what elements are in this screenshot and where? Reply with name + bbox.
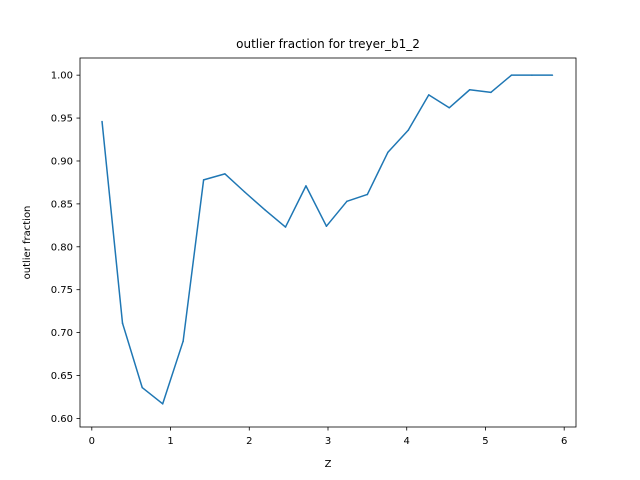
data-point (202, 179, 205, 181)
x-tick-label: 2 (246, 436, 252, 447)
data-point (407, 129, 410, 131)
data-point (551, 74, 554, 76)
data-point (305, 185, 307, 187)
data-point (264, 209, 266, 211)
data-point (121, 322, 124, 324)
data-point (490, 91, 492, 94)
data-point (346, 200, 348, 203)
y-tick-label: 0.70 (51, 328, 73, 339)
x-axis-label: Z (325, 459, 332, 470)
data-point (161, 403, 164, 405)
data-point (468, 89, 471, 91)
x-tick-label: 4 (404, 436, 410, 447)
data-point (243, 191, 246, 193)
y-tick-label: 0.95 (51, 114, 73, 125)
y-tick-label: 0.90 (51, 156, 73, 167)
data-point (224, 173, 226, 175)
data-point (531, 74, 533, 76)
y-tick-label: 0.85 (51, 199, 73, 210)
y-tick-label: 0.75 (51, 285, 73, 296)
x-tick-label: 3 (325, 436, 331, 447)
y-tick-label: 0.80 (51, 242, 73, 253)
data-point (366, 193, 369, 196)
data-point (510, 74, 513, 76)
data-point (284, 226, 287, 228)
y-tick-label: 0.60 (51, 414, 73, 425)
x-tick-label: 0 (89, 436, 95, 447)
x-axis: 0 1 2 3 4 5 6 (89, 427, 567, 447)
data-point (387, 151, 389, 154)
data-point (141, 386, 143, 389)
data-point (428, 94, 430, 96)
data-point (101, 120, 103, 123)
data-point (325, 225, 328, 227)
chart-title: outlier fraction for treyer_b1_2 (236, 37, 420, 51)
x-tick-label: 5 (482, 436, 488, 447)
x-tick-label: 1 (167, 436, 173, 447)
y-tick-label: 0.65 (51, 371, 73, 382)
y-tick-label: 1.00 (51, 71, 73, 82)
plot-area (101, 74, 554, 405)
data-point (182, 340, 184, 342)
y-axis-label: outlier fraction (22, 206, 33, 280)
y-axis: 0.60 0.65 0.70 0.75 0.80 0.85 0.90 0.95 1.00 (51, 71, 80, 425)
data-point (448, 107, 450, 109)
x-tick-label: 6 (561, 436, 567, 447)
